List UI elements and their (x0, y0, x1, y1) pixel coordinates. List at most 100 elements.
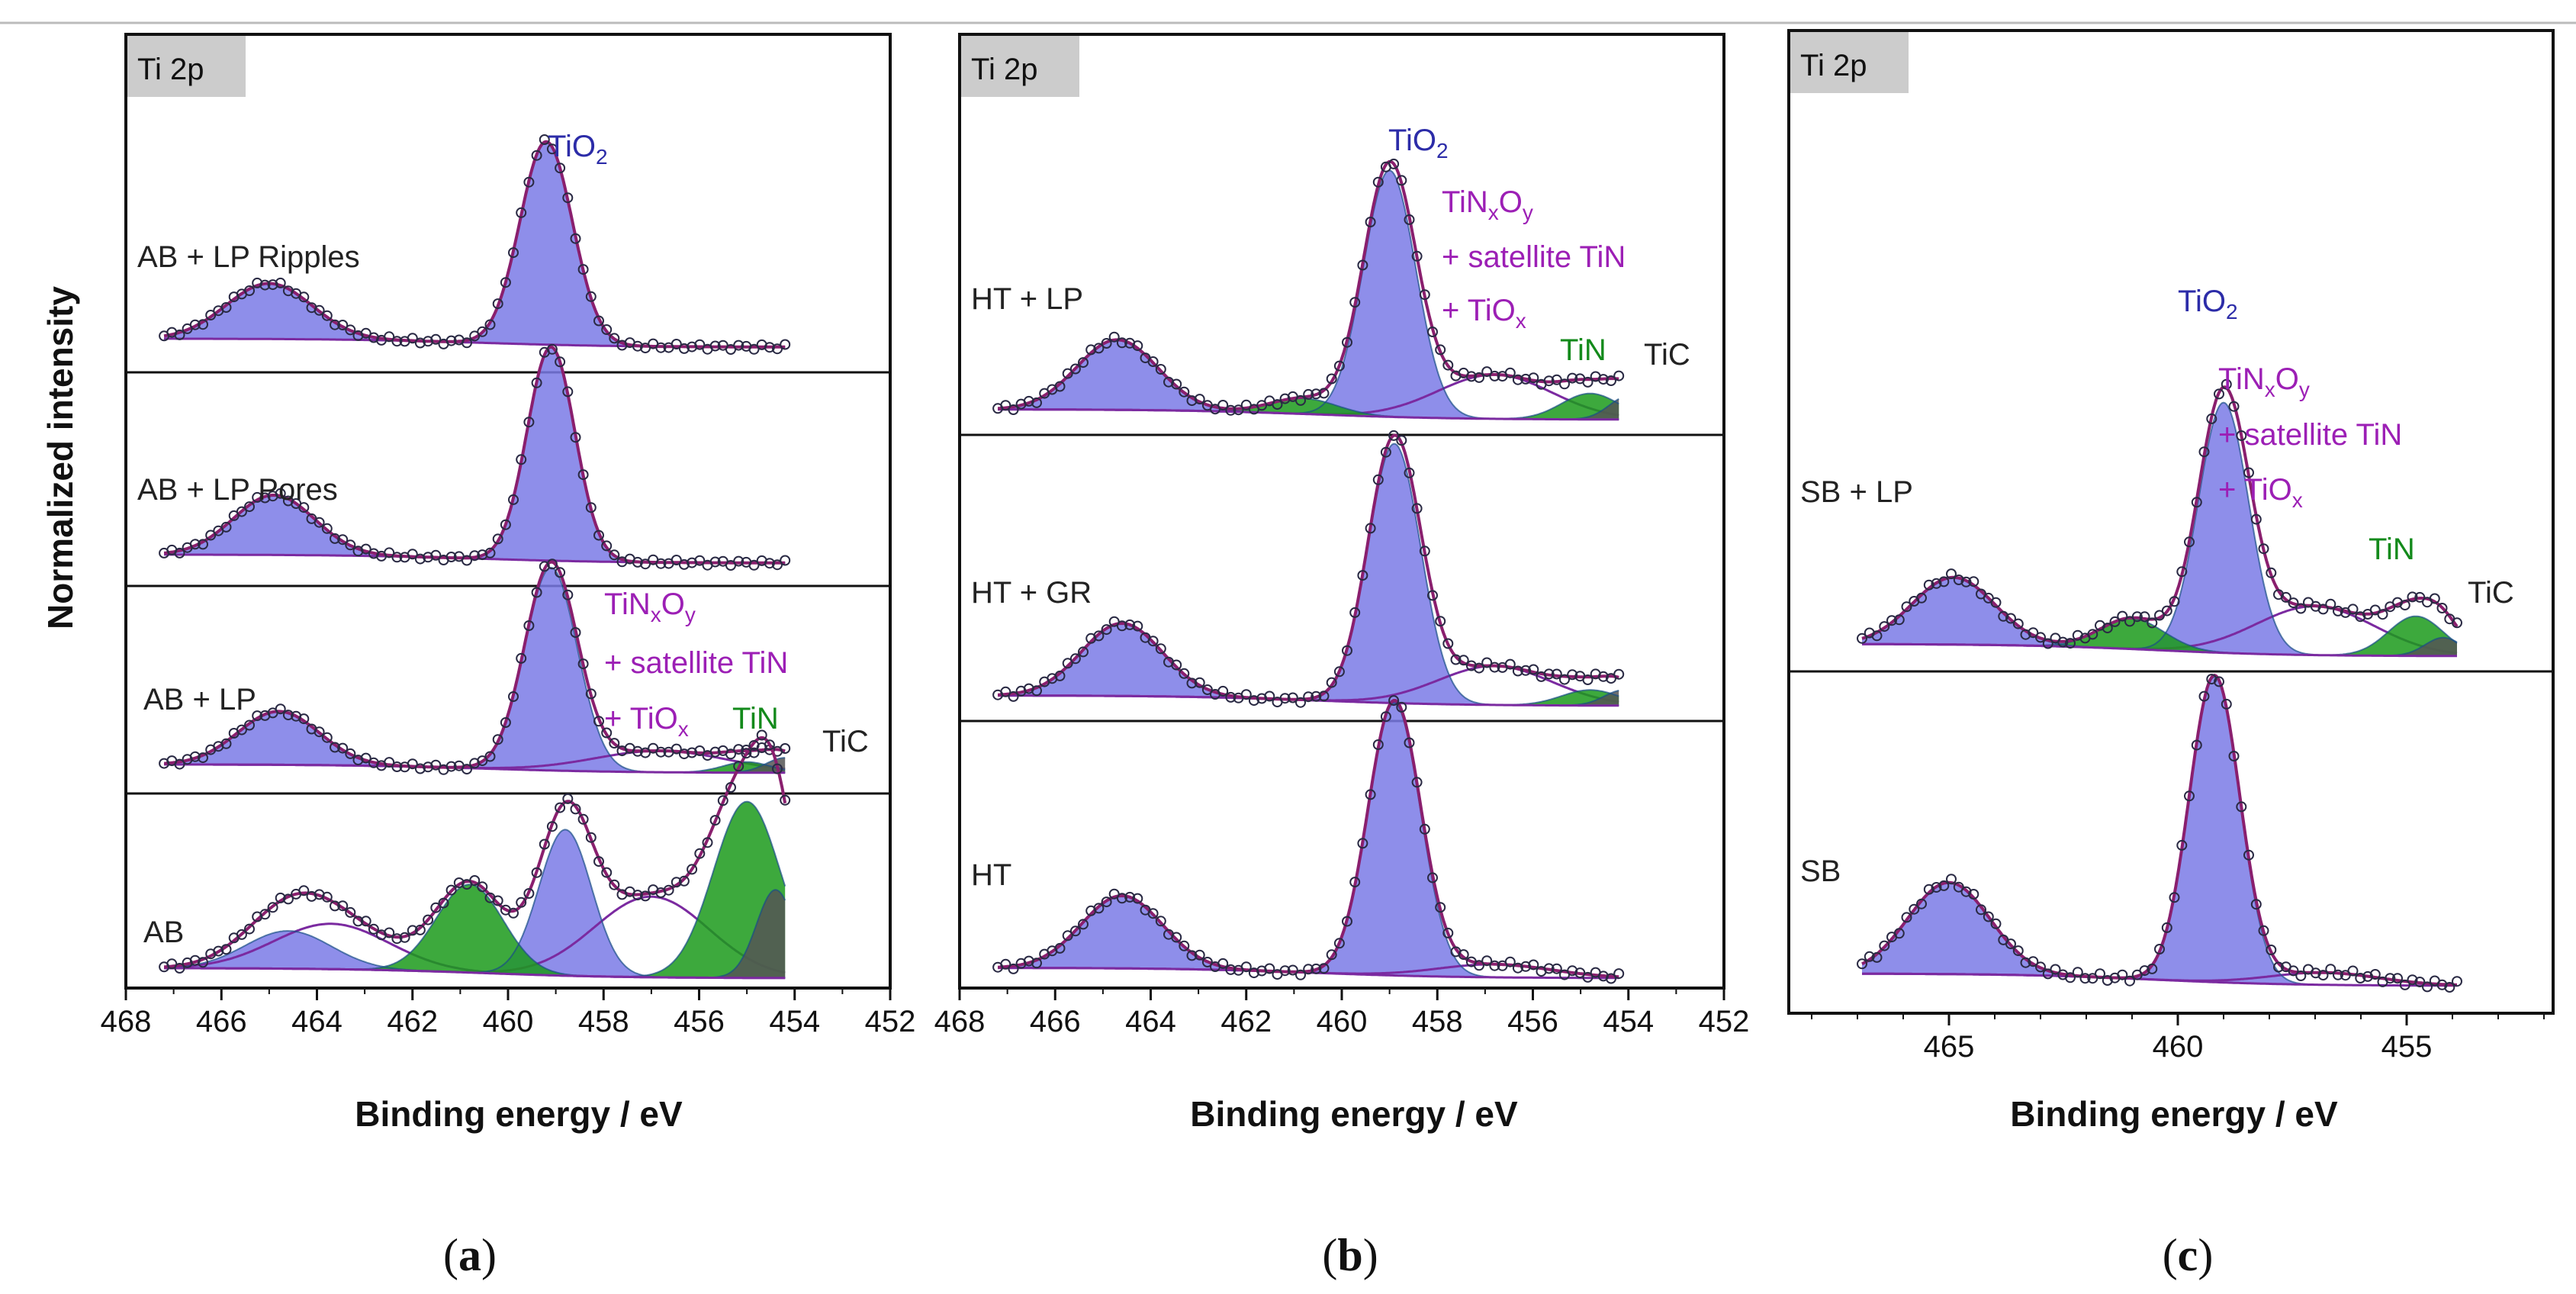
data-point (2414, 977, 2426, 987)
caption-a: (a) (443, 1230, 497, 1280)
panel-c-xlabel: Binding energy / eV (2010, 1094, 2338, 1134)
data-point (555, 567, 566, 578)
data-point (1108, 331, 1120, 343)
data-point (2095, 968, 2105, 980)
data-point (2288, 965, 2299, 977)
series-label-ab-lp: AB + LP (143, 683, 256, 716)
data-point (593, 315, 604, 327)
data-point (275, 892, 286, 903)
panel-b-frame (958, 33, 1725, 990)
data-point (694, 339, 706, 350)
data-point (1194, 677, 1205, 688)
data-point (469, 550, 481, 562)
data-point (1481, 657, 1493, 668)
data-point (1248, 967, 1259, 979)
data-point (1171, 932, 1182, 943)
panel-b-tag-bg (961, 36, 1079, 97)
data-point (174, 329, 185, 340)
x-tick-label: 458 (578, 1005, 629, 1038)
data-point (1879, 940, 1890, 951)
data-point (577, 813, 589, 825)
data-point (2333, 605, 2343, 616)
data-point (678, 343, 690, 354)
series-label-ab-lp-ripples: AB + LP Ripples (137, 240, 360, 274)
data-point (1901, 601, 1912, 613)
data-point (1365, 523, 1376, 534)
data-point (1960, 576, 1972, 587)
data-point (414, 337, 426, 349)
data-point (1008, 404, 1019, 415)
data-point (508, 247, 519, 259)
data-point (1512, 962, 1523, 974)
data-point (632, 556, 643, 568)
series-label-ht: HT (971, 858, 1011, 892)
data-point (1983, 911, 1994, 922)
data-point (298, 885, 310, 896)
data-point (1411, 250, 1423, 262)
data-point (585, 688, 597, 700)
data-point (1427, 872, 1438, 884)
x-tick-label: 452 (865, 1005, 916, 1038)
data-point (1008, 963, 1019, 974)
data-point (1613, 370, 1625, 381)
data-point (780, 794, 791, 806)
data-point (2087, 973, 2098, 984)
data-point (1606, 973, 1616, 984)
data-point (725, 748, 736, 760)
data-point (1225, 964, 1237, 975)
tinxoy-label: TiNxOy (2218, 362, 2310, 401)
data-point (2184, 536, 2195, 548)
data-point (678, 875, 690, 887)
data-point (423, 761, 434, 773)
data-point (1512, 665, 1523, 677)
data-point (1201, 957, 1213, 967)
data-point (1504, 956, 1516, 967)
data-point (764, 558, 775, 569)
data-point (2117, 610, 2128, 622)
data-point (562, 192, 574, 204)
data-point (2399, 600, 2410, 611)
data-point (430, 902, 442, 913)
data-point (508, 691, 519, 702)
data-point (1520, 961, 1532, 972)
x-tick-label: 465 (1924, 1030, 1975, 1064)
data-point (2325, 964, 2336, 975)
tiox-label: + TiOx (2218, 473, 2303, 512)
data-point (1582, 674, 1594, 685)
data-point (717, 795, 728, 806)
tinxoy-label: TiNxOy (1442, 185, 1533, 224)
data-point (632, 340, 643, 352)
data-point (275, 488, 286, 499)
data-point (360, 327, 371, 339)
data-point (2035, 961, 2046, 973)
data-point (1085, 344, 1097, 356)
data-point (1093, 903, 1105, 914)
data-point (694, 848, 706, 859)
data-point (1450, 654, 1462, 665)
data-point (1132, 340, 1143, 352)
data-point (1248, 695, 1259, 707)
data-point (453, 877, 465, 888)
data-point (2317, 604, 2329, 615)
data-point (2109, 616, 2121, 627)
data-point (1864, 951, 1875, 962)
tiox-label: + TiOx (604, 702, 689, 741)
data-point (555, 802, 566, 813)
data-point (1489, 960, 1500, 971)
data-point (1504, 658, 1516, 670)
tic-label: TiC (2468, 576, 2514, 610)
data-point (1474, 662, 1484, 674)
data-point (445, 335, 457, 346)
data-point (2310, 967, 2321, 979)
data-point (748, 747, 760, 758)
data-point (1512, 374, 1523, 385)
data-point (1871, 630, 1883, 642)
data-point (1147, 356, 1159, 367)
data-point (1031, 397, 1042, 408)
data-point (282, 710, 294, 721)
data-point (2020, 957, 2031, 968)
data-point (508, 494, 519, 505)
data-point (1388, 430, 1400, 441)
data-point (1886, 615, 1897, 626)
data-point (430, 549, 442, 561)
